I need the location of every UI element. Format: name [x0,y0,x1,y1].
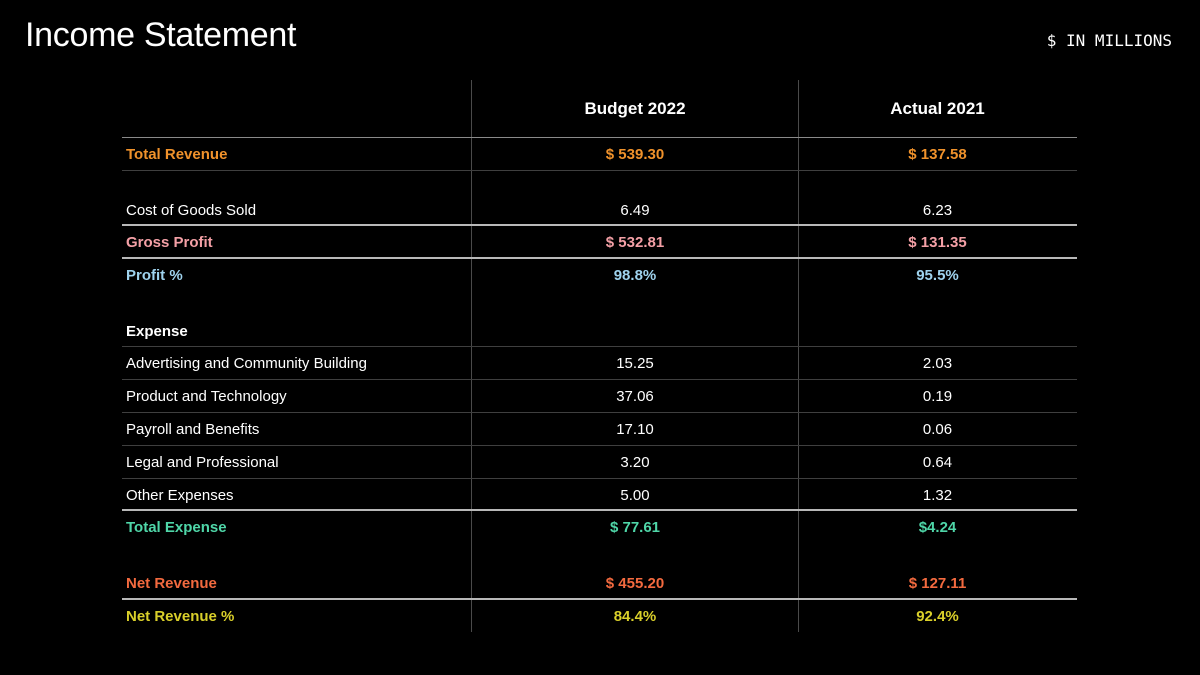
column-header-actual-2021: Actual 2021 [890,99,985,118]
budget-value: $ 455.20 [605,575,665,592]
table-row-net-revenue: Net Revenue $ 455.20 $ 127.11 [122,575,1077,595]
actual-value: 1.32 [922,487,953,504]
budget-value: $ 539.30 [605,146,665,163]
row-divider [122,170,1077,171]
row-label: Legal and Professional [126,454,279,471]
column-header-budget-2022: Budget 2022 [584,99,686,118]
budget-value: 37.06 [616,388,654,405]
column-divider [471,80,472,632]
budget-value: 84.4% [613,608,657,625]
budget-value: 5.00 [620,487,650,504]
row-divider [122,346,1077,347]
table-row-advertising: Advertising and Community Building 15.25… [122,355,1077,375]
header-rule [122,137,1077,138]
units-label: $ IN MILLIONS [1046,31,1172,50]
budget-value: 98.8% [613,267,657,284]
actual-value: $ 127.11 [908,575,967,592]
actual-value: $ 131.35 [908,234,967,251]
subtotal-rule [122,257,1077,259]
table-row-profit-pct: Profit % 98.8% 95.5% [122,267,1077,287]
actual-value: 2.03 [922,355,953,372]
row-label: Cost of Goods Sold [126,202,257,219]
row-divider [122,412,1077,413]
actual-value: $4.24 [918,519,957,536]
budget-value: 17.10 [616,421,654,438]
row-label: Advertising and Community Building [126,355,367,372]
column-divider [798,80,799,632]
row-label: Gross Profit [126,234,213,251]
row-divider [122,445,1077,446]
subtotal-rule [122,224,1077,226]
row-label: Total Revenue [126,146,228,163]
actual-value: 95.5% [916,267,959,284]
actual-value: 0.19 [922,388,953,405]
row-label: Total Expense [126,519,227,536]
budget-value: $ 532.81 [605,234,665,251]
actual-value: 92.4% [916,608,959,625]
actual-value: 6.23 [922,202,953,219]
section-heading: Expense [126,323,188,340]
actual-value: $ 137.58 [908,146,967,163]
budget-value: 3.20 [620,454,650,471]
table-row-cost-of-goods-sold: Cost of Goods Sold 6.49 6.23 [122,202,1077,222]
row-divider [122,379,1077,380]
row-label: Product and Technology [126,388,287,405]
table-row-net-revenue-pct: Net Revenue % 84.4% 92.4% [122,608,1077,628]
table-row-legal: Legal and Professional 3.20 0.64 [122,454,1077,474]
row-label: Other Expenses [126,487,234,504]
actual-value: 0.06 [922,421,953,438]
table-row-total-revenue: Total Revenue $ 539.30 $ 137.58 [122,146,1077,166]
subtotal-rule [122,598,1077,600]
table-row-total-expense: Total Expense $ 77.61 $4.24 [122,519,1077,539]
budget-value: $ 77.61 [609,519,661,536]
actual-value: 0.64 [922,454,953,471]
budget-value: 6.49 [620,202,650,219]
table-row-expense-heading: Expense [122,323,1077,343]
subtotal-rule [122,509,1077,511]
row-divider [122,478,1077,479]
table-row-other-expenses: Other Expenses 5.00 1.32 [122,487,1077,507]
table-row-gross-profit: Gross Profit $ 532.81 $ 131.35 [122,234,1077,254]
table-row-payroll: Payroll and Benefits 17.10 0.06 [122,421,1077,441]
row-label: Net Revenue [126,575,217,592]
page-title: Income Statement [25,16,297,54]
budget-value: 15.25 [616,355,654,372]
table-row-product-technology: Product and Technology 37.06 0.19 [122,388,1077,408]
row-label: Profit % [126,267,183,284]
row-label: Net Revenue % [126,608,235,625]
row-label: Payroll and Benefits [126,421,260,438]
